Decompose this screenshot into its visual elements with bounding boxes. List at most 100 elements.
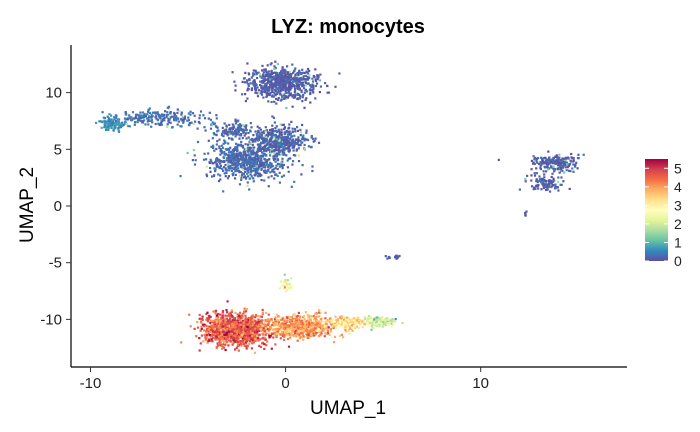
scatter-point: [273, 75, 276, 78]
scatter-point: [542, 185, 545, 188]
scatter-point: [117, 130, 121, 133]
scatter-point: [305, 97, 308, 100]
scatter-point: [250, 89, 253, 92]
scatter-point: [274, 85, 277, 88]
scatter-point: [539, 166, 542, 169]
scatter-point: [215, 336, 218, 339]
scatter-point: [205, 324, 208, 328]
scatter-point: [237, 143, 240, 146]
scatter-point: [247, 72, 250, 75]
scatter-point: [247, 131, 250, 135]
scatter-point: [273, 77, 276, 80]
scatter-point: [324, 321, 327, 324]
scatter-point: [282, 147, 286, 150]
scatter-point: [301, 68, 304, 71]
scatter-point: [293, 77, 296, 80]
scatter-point: [215, 143, 218, 146]
scatter-point: [209, 339, 212, 342]
scatter-point: [209, 330, 212, 333]
scatter-point: [243, 175, 246, 178]
scatter-point: [285, 79, 288, 82]
scatter-point: [139, 119, 142, 122]
scatter-point: [263, 166, 267, 169]
scatter-point: [264, 139, 267, 142]
scatter-point: [147, 117, 150, 120]
scatter-point: [215, 147, 218, 151]
scatter-point: [277, 321, 280, 324]
scatter-point: [275, 97, 278, 100]
scatter-point: [260, 137, 263, 140]
scatter-point: [325, 324, 328, 328]
scatter-point: [230, 169, 234, 172]
scatter-point: [554, 187, 557, 190]
scatter-point: [213, 161, 217, 164]
scatter-point: [305, 138, 308, 141]
scatter-point: [283, 126, 286, 129]
scatter-point: [215, 346, 218, 349]
scatter-point: [237, 343, 240, 346]
scatter-point: [243, 329, 246, 332]
scatter-point: [256, 168, 259, 171]
scatter-point: [257, 329, 260, 332]
scatter-point: [106, 115, 109, 118]
scatter-point: [220, 340, 223, 343]
scatter-point: [190, 121, 193, 124]
scatter-point: [278, 142, 281, 146]
scatter-point: [233, 80, 236, 83]
scatter-point: [243, 159, 246, 162]
scatter-point: [216, 130, 219, 133]
scatter-point: [250, 169, 253, 172]
scatter-point: [250, 126, 253, 129]
scatter-point: [160, 123, 163, 126]
scatter-point: [187, 119, 190, 122]
scatter-point: [213, 133, 216, 136]
scatter-point: [281, 333, 284, 336]
scatter-point: [275, 313, 278, 316]
scatter-point: [294, 329, 297, 332]
scatter-point: [294, 331, 297, 335]
colorbar-tick-label: 4: [674, 179, 682, 195]
scatter-point: [216, 322, 220, 325]
scatter-point: [318, 324, 321, 328]
scatter-point: [291, 83, 294, 86]
scatter-point: [281, 89, 284, 92]
scatter-point: [346, 318, 349, 321]
scatter-point: [249, 130, 252, 133]
scatter-point: [231, 164, 234, 167]
scatter-point: [294, 87, 297, 90]
scatter-point: [558, 164, 561, 167]
scatter-point: [232, 333, 235, 336]
scatter-point: [249, 138, 252, 141]
scatter-point: [214, 325, 217, 328]
scatter-point: [250, 320, 253, 323]
scatter-point: [567, 164, 570, 167]
scatter-point: [188, 313, 191, 316]
scatter-point: [224, 163, 227, 167]
scatter-point: [309, 326, 312, 329]
scatter-point: [281, 149, 284, 152]
scatter-point: [536, 181, 539, 184]
scatter-point: [235, 321, 238, 324]
scatter-point: [105, 125, 108, 128]
scatter-point: [344, 326, 347, 329]
scatter-point: [229, 167, 232, 170]
scatter-point: [262, 166, 265, 169]
scatter-point: [276, 141, 279, 144]
scatter-point: [231, 71, 234, 74]
scatter-point: [245, 176, 248, 179]
scatter-point: [225, 336, 228, 340]
scatter-point: [272, 155, 275, 158]
scatter-point: [139, 116, 143, 119]
scatter-point: [104, 120, 107, 123]
scatter-point: [273, 324, 276, 327]
scatter-point: [203, 126, 206, 129]
scatter-point: [284, 332, 287, 335]
scatter-point: [325, 332, 328, 335]
scatter-point: [269, 328, 272, 331]
scatter-point: [313, 334, 316, 337]
scatter-point: [270, 86, 273, 89]
scatter-point: [281, 151, 284, 154]
scatter-point: [275, 336, 278, 339]
scatter-point: [126, 124, 130, 128]
scatter-point: [226, 335, 229, 338]
